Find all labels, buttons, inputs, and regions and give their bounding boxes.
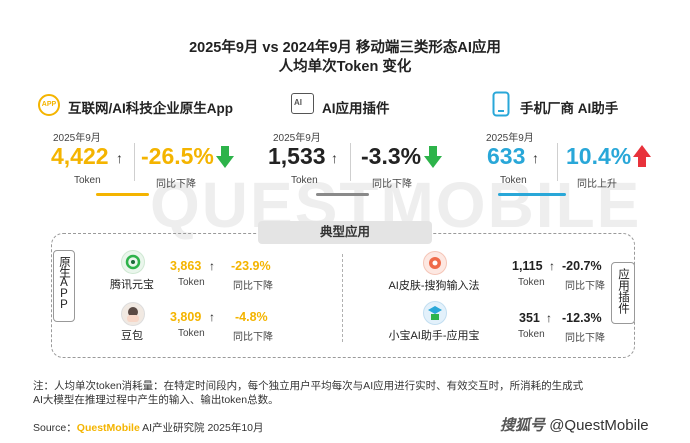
change-native-app: -26.5% [141,143,214,169]
doubao-app-icon [121,302,145,326]
source-line: Source：QuestMobile AI产业研究院 2025年10月 [33,420,264,435]
value-native-app: 4,422 [51,143,109,169]
group-label-text: 应用插件 [617,268,629,314]
chart-title-line1: 2025年9月 vs 2024年9月 移动端三类形态AI应用 [189,40,501,56]
change-plugin: -3.3% [361,143,422,169]
app-name: AI皮肤-搜狗输入法 [388,280,480,292]
app-value: 1,115 [512,259,543,273]
chart-title-line2: 人均单次Token 变化 [278,59,412,75]
phone-icon [492,91,510,117]
category-underline [96,193,149,196]
app-change: -20.7% [562,259,602,273]
divider [350,143,351,181]
value-phone-vendor: 633 [487,143,526,169]
platform-name: 搜狐号 [500,417,546,434]
yingyongbao-app-icon [423,301,447,325]
value-caption: Token [518,277,545,288]
app-value: 3,863 [170,259,202,273]
app-change: -23.9% [231,259,271,273]
value-caption: Token [500,175,527,186]
group-label-text: 原生APP [58,256,70,310]
change-phone-vendor: 10.4% [566,143,632,169]
period-label: 2025年9月 [486,133,534,144]
section-label: 典型应用 [258,221,432,244]
value-caption: Token [291,175,318,186]
arrow-up-icon [633,145,651,167]
divider [557,143,558,181]
app-name: 豆包 [121,330,143,342]
divider [134,143,135,181]
panel-divider [342,254,343,342]
group-label-native-app: 原生APP [53,250,75,322]
group-label-plugin: 应用插件 [611,262,635,324]
value-caption: Token [74,175,101,186]
platform-handle: @QuestMobile [549,417,649,434]
change-caption: 同比上升 [577,179,617,190]
change-caption: 同比下降 [565,281,605,292]
category-underline [316,193,369,196]
platform-credit: 搜狐号 @QuestMobile [500,414,649,435]
category-label-plugin: AI应用插件 [322,101,390,116]
value-plugin: 1,533 [268,143,326,169]
value-caption: Token [178,328,205,339]
value-caption: Token [178,277,205,288]
plugin-icon-text: AI [294,98,302,107]
category-label-phone-vendor: 手机厂商 AI助手 [520,101,619,116]
up-glyph: ↑ [331,150,338,166]
change-caption: 同比下降 [233,281,273,292]
period-label: 2025年9月 [273,133,321,144]
sogou-app-icon [423,251,447,275]
app-value: 3,809 [170,310,202,324]
app-name: 小宝AI助手-应用宝 [388,330,480,342]
value-caption: Token [518,329,545,340]
source-prefix: Source： [33,422,77,434]
arrow-down-icon [216,146,234,168]
change-caption: 同比下降 [233,332,273,343]
change-caption: 同比下降 [156,179,196,190]
footnote-line2: AI大模型在推理过程中产生的输入、输出token总数。 [33,394,279,406]
plugin-icon: AI [291,93,314,114]
up-glyph: ↑ [532,150,539,166]
period-label: 2025年9月 [53,133,101,144]
source-rest: AI产业研究院 2025年10月 [139,422,264,434]
app-icon-text: APP [41,101,57,108]
yuanbao-app-icon [121,250,145,274]
up-glyph: ↑ [209,259,215,273]
app-change: -4.8% [235,310,268,324]
category-label-native-app: 互联网/AI科技企业原生App [68,101,233,116]
up-glyph: ↑ [549,259,555,273]
up-glyph: ↑ [546,311,552,325]
app-value: 351 [519,311,540,325]
change-caption: 同比下降 [565,333,605,344]
up-glyph: ↑ [209,310,215,324]
arrow-down-icon [424,146,442,168]
change-caption: 同比下降 [372,179,412,190]
app-name: 腾讯元宝 [110,279,154,291]
app-icon: APP [38,94,60,116]
app-change: -12.3% [562,311,602,325]
source-brand: QuestMobile [76,422,140,434]
category-underline [498,193,566,196]
footnote-line1: 注：人均单次token消耗量：在特定时间段内，每个独立用户平均每次与AI应用进行… [33,380,584,392]
up-glyph: ↑ [116,150,123,166]
